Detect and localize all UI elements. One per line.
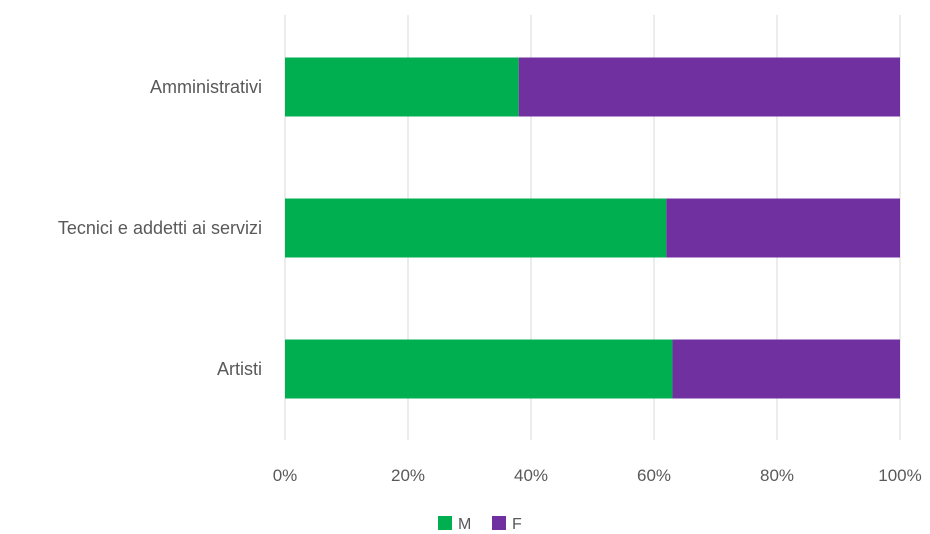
bars: [285, 57, 900, 399]
x-tick-label: 20%: [391, 466, 425, 485]
category-label: Artisti: [217, 359, 262, 379]
category-label: Amministrativi: [150, 77, 262, 97]
x-tick-label: 100%: [878, 466, 921, 485]
legend-swatch-m: [438, 516, 452, 530]
bar-f-2: [672, 339, 900, 399]
legend-label-m: M: [458, 516, 471, 533]
legend-swatch-f: [492, 516, 506, 530]
bar-m-0: [285, 57, 519, 117]
category-label: Tecnici e addetti ai servizi: [58, 218, 262, 238]
bar-f-0: [518, 57, 900, 117]
x-tick-label: 80%: [760, 466, 794, 485]
x-tick-labels: 0% 20% 40% 60% 80% 100%: [273, 466, 922, 485]
x-tick-label: 60%: [637, 466, 671, 485]
legend-label-f: F: [512, 516, 522, 533]
bar-m-1: [285, 198, 667, 258]
bar-m-2: [285, 339, 673, 399]
x-tick-label: 40%: [514, 466, 548, 485]
category-labels: Amministrativi Tecnici e addetti ai servi…: [58, 77, 262, 379]
bar-f-1: [666, 198, 900, 258]
x-tick-label: 0%: [273, 466, 298, 485]
